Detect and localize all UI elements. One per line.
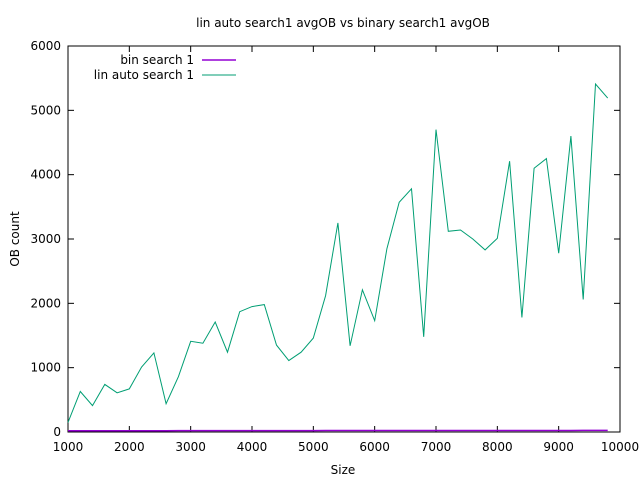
x-tick-label: 2000 — [114, 440, 145, 454]
y-tick-label: 6000 — [30, 39, 61, 53]
x-tick-label: 5000 — [298, 440, 329, 454]
axis-ticks: 1000 2000 3000 4000 5000 6000 7000 8000 9000 1000… — [30, 39, 639, 454]
y-tick-label: 4000 — [30, 168, 61, 182]
y-tick-label: 3000 — [30, 232, 61, 246]
chart-title: lin auto search1 avgOB vs binary search1… — [196, 16, 490, 30]
legend-label-2: lin auto search 1 — [94, 68, 194, 82]
x-tick-label: 4000 — [237, 440, 268, 454]
y-tick-label: 5000 — [30, 103, 61, 117]
x-tick-label: 6000 — [359, 440, 390, 454]
x-tick-label: 10000 — [601, 440, 639, 454]
y-tick-label: 1000 — [30, 361, 61, 375]
x-tick-label: 8000 — [482, 440, 513, 454]
plot-frame — [67, 45, 621, 433]
x-tick-label: 9000 — [543, 440, 574, 454]
legend-label-1: bin search 1 — [120, 53, 194, 67]
x-tick-label: 3000 — [175, 440, 206, 454]
x-axis-label: Size — [331, 463, 356, 477]
x-tick-label: 1000 — [53, 440, 84, 454]
y-tick-label: 2000 — [30, 296, 61, 310]
x-tick-label: 7000 — [421, 440, 452, 454]
y-tick-label: 0 — [53, 425, 61, 439]
y-axis-label: OB count — [8, 211, 22, 267]
series-line-2 — [67, 82, 609, 423]
series-lines — [67, 82, 609, 432]
